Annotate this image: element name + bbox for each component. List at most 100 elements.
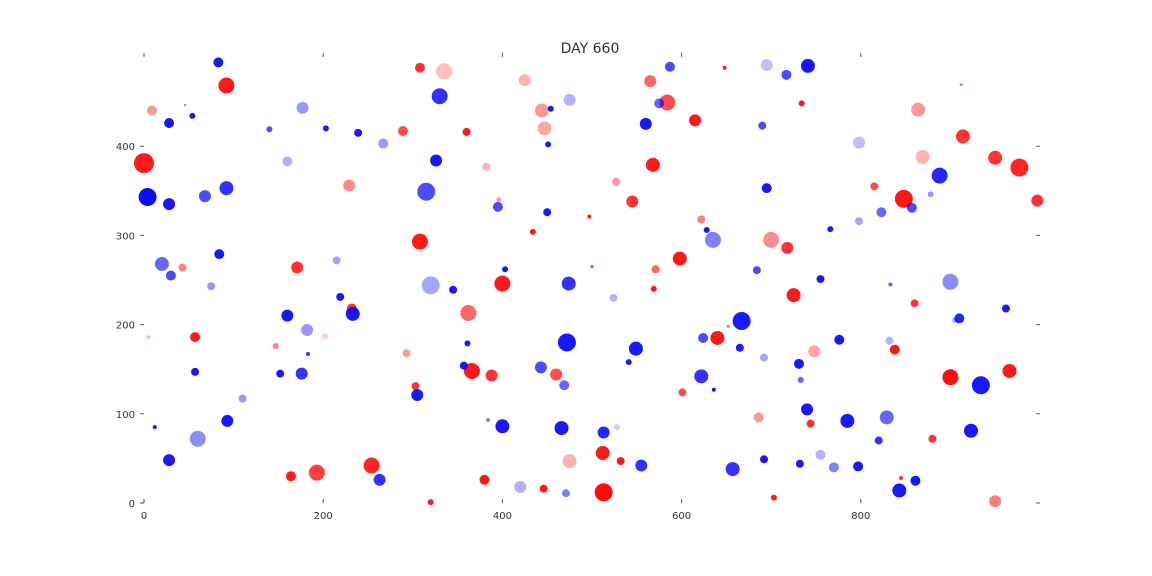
blue-point [910, 475, 921, 486]
y-tick-label: 100 [116, 410, 135, 421]
red-point [363, 457, 380, 474]
blue-point [625, 359, 632, 366]
blue-point [732, 312, 751, 331]
red-point [722, 65, 727, 70]
blue-point [502, 266, 509, 273]
x-tick-label: 800 [851, 511, 870, 522]
blue-point [184, 104, 187, 107]
blue-point [760, 455, 769, 464]
blue-point [628, 341, 643, 356]
red-point [218, 77, 235, 94]
blue-point [795, 459, 804, 468]
blue-point [554, 421, 569, 436]
blue-point [855, 217, 864, 226]
blue-point [827, 226, 834, 233]
blue-point [547, 105, 554, 112]
blue-point [797, 376, 804, 383]
blue-point [793, 358, 804, 369]
red-point [343, 179, 356, 192]
blue-point [703, 227, 710, 234]
red-point [562, 454, 577, 469]
blue-point [1001, 304, 1010, 313]
blue-point [238, 394, 247, 403]
red-point [770, 494, 777, 501]
red-point [534, 103, 549, 118]
x-tick-label: 400 [493, 511, 512, 522]
red-point [650, 285, 657, 292]
red-point [899, 476, 904, 481]
plot-area [134, 57, 1044, 508]
blue-point [752, 266, 761, 275]
red-point [178, 263, 187, 272]
blue-point [654, 98, 665, 109]
blue-point [931, 167, 948, 184]
blue-point [879, 410, 894, 425]
blue-point [563, 93, 576, 106]
blue-point [154, 256, 169, 271]
blue-point [492, 201, 503, 212]
blue-point [874, 436, 883, 445]
blue-point [295, 367, 308, 380]
blue-point [694, 369, 709, 384]
red-point [518, 74, 531, 87]
red-point [494, 275, 511, 292]
blue-point [545, 141, 552, 148]
blue-point [281, 309, 294, 322]
red-point [989, 495, 1002, 508]
blue-point [828, 462, 839, 473]
blue-point [421, 276, 440, 295]
red-point [763, 231, 780, 248]
blue-point [971, 376, 990, 395]
blue-point [614, 424, 621, 431]
x-tick-label: 0 [141, 511, 147, 522]
blue-point [276, 369, 285, 378]
red-point [626, 195, 639, 208]
blue-point [853, 461, 864, 472]
blue-point [198, 190, 211, 203]
blue-point [760, 59, 773, 72]
blue-point [207, 282, 216, 291]
blue-point [800, 58, 815, 73]
red-point [959, 83, 963, 87]
blue-point [486, 418, 491, 423]
y-tick-label: 300 [116, 231, 135, 242]
blue-point [853, 136, 866, 149]
red-point [781, 241, 794, 254]
blue-point [266, 126, 273, 133]
blue-point [562, 489, 571, 498]
blue-point [534, 361, 547, 374]
blue-point [840, 413, 855, 428]
red-point [190, 332, 201, 343]
blue-point [906, 202, 917, 213]
red-point [482, 162, 491, 171]
red-point [496, 197, 502, 203]
y-tick-label: 0 [129, 499, 135, 510]
blue-point [664, 61, 675, 72]
red-point [651, 265, 660, 274]
red-point [539, 484, 548, 493]
blue-point [760, 353, 769, 362]
blue-point [336, 292, 345, 301]
red-point [753, 412, 764, 423]
red-point [411, 233, 428, 250]
blue-point [165, 270, 176, 281]
blue-point [559, 380, 570, 391]
red-point [462, 127, 471, 136]
red-point [955, 129, 970, 144]
blue-point [464, 340, 471, 347]
red-point [485, 369, 498, 382]
red-point [479, 474, 490, 485]
red-point [806, 419, 815, 428]
blue-point [163, 198, 176, 211]
red-point [678, 388, 687, 397]
red-point [1010, 158, 1029, 177]
red-point [915, 149, 930, 164]
red-point [612, 177, 621, 186]
blue-point [834, 334, 845, 345]
blue-point [495, 419, 510, 434]
red-point [808, 345, 821, 358]
chart-title: DAY 660 [561, 41, 620, 57]
blue-point [373, 473, 386, 486]
blue-point [609, 293, 618, 302]
red-point [134, 153, 154, 174]
